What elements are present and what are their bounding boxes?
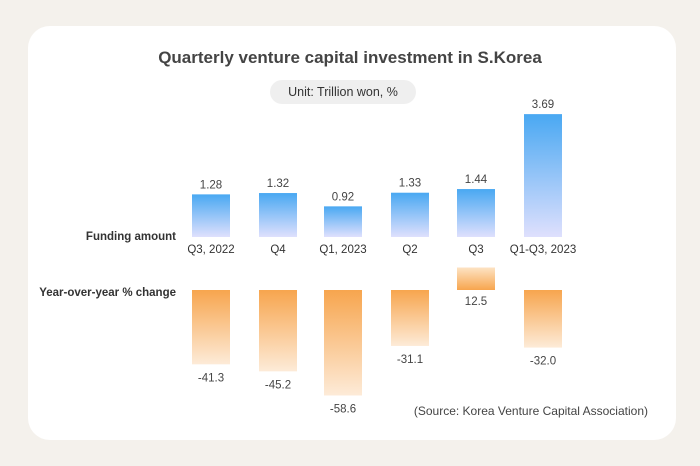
funding-value-label: 3.69 <box>532 99 554 111</box>
category-label: Q4 <box>270 244 286 256</box>
series-label-yoy: Year-over-year % change <box>39 287 176 299</box>
yoy-value-label: 12.5 <box>465 296 487 308</box>
funding-bar <box>259 193 297 237</box>
funding-value-label: 1.28 <box>200 179 222 191</box>
yoy-value-label: -58.6 <box>330 403 356 415</box>
funding-bar <box>192 194 230 237</box>
unit-badge: Unit: Trillion won, % <box>270 80 416 104</box>
funding-value-label: 0.92 <box>332 191 354 203</box>
series-label-funding: Funding amount <box>86 231 176 243</box>
category-label: Q3, 2022 <box>187 244 234 256</box>
yoy-bar <box>391 290 429 346</box>
funding-bar <box>457 189 495 237</box>
yoy-bar <box>192 290 230 365</box>
category-label: Q1-Q3, 2023 <box>510 244 576 256</box>
yoy-bar <box>457 267 495 290</box>
category-label: Q2 <box>402 244 417 256</box>
chart-title: Quarterly venture capital investment in … <box>158 48 542 67</box>
yoy-bar <box>259 290 297 372</box>
funding-value-label: 1.44 <box>465 174 488 186</box>
funding-value-label: 1.32 <box>267 178 289 190</box>
funding-value-label: 1.33 <box>399 178 421 190</box>
yoy-bar <box>324 290 362 396</box>
category-label: Q3 <box>468 244 483 256</box>
yoy-bar <box>524 290 562 348</box>
source-note: (Source: Korea Venture Capital Associati… <box>413 404 648 418</box>
yoy-value-label: -31.1 <box>397 354 423 366</box>
yoy-value-label: -32.0 <box>530 356 556 368</box>
yoy-value-label: -41.3 <box>198 372 224 384</box>
category-label: Q1, 2023 <box>319 244 366 256</box>
funding-bar <box>324 206 362 237</box>
yoy-value-label: -45.2 <box>265 379 291 391</box>
funding-bar <box>524 114 562 237</box>
funding-bar <box>391 192 429 237</box>
